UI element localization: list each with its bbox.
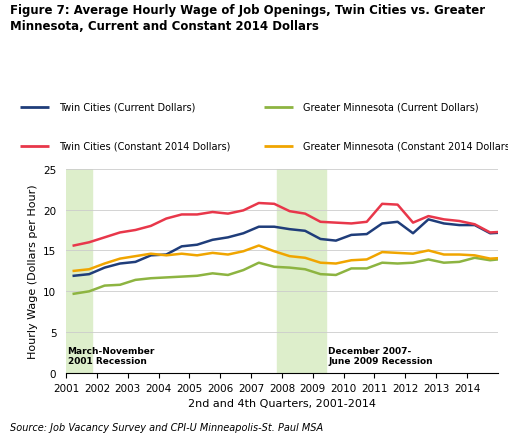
Text: Twin Cities (Current Dollars): Twin Cities (Current Dollars) — [59, 102, 195, 112]
Bar — [66, 169, 91, 373]
Text: Figure 7: Average Hourly Wage of Job Openings, Twin Cities vs. Greater
Minnesota: Figure 7: Average Hourly Wage of Job Ope… — [10, 4, 485, 33]
Text: Source: Job Vacancy Survey and CPI-U Minneapolis-St. Paul MSA: Source: Job Vacancy Survey and CPI-U Min… — [10, 422, 323, 432]
Text: December 2007-
June 2009 Recession: December 2007- June 2009 Recession — [328, 346, 433, 365]
Y-axis label: Hourly Wage (Dollars per Hour): Hourly Wage (Dollars per Hour) — [27, 184, 38, 358]
Text: Greater Minnesota (Current Dollars): Greater Minnesota (Current Dollars) — [303, 102, 479, 112]
Text: March-November
2001 Recession: March-November 2001 Recession — [68, 346, 155, 365]
Text: Greater Minnesota (Constant 2014 Dollars): Greater Minnesota (Constant 2014 Dollars… — [303, 141, 508, 151]
Text: Twin Cities (Constant 2014 Dollars): Twin Cities (Constant 2014 Dollars) — [59, 141, 230, 151]
X-axis label: 2nd and 4th Quarters, 2001-2014: 2nd and 4th Quarters, 2001-2014 — [188, 398, 376, 408]
Bar — [277, 169, 326, 373]
